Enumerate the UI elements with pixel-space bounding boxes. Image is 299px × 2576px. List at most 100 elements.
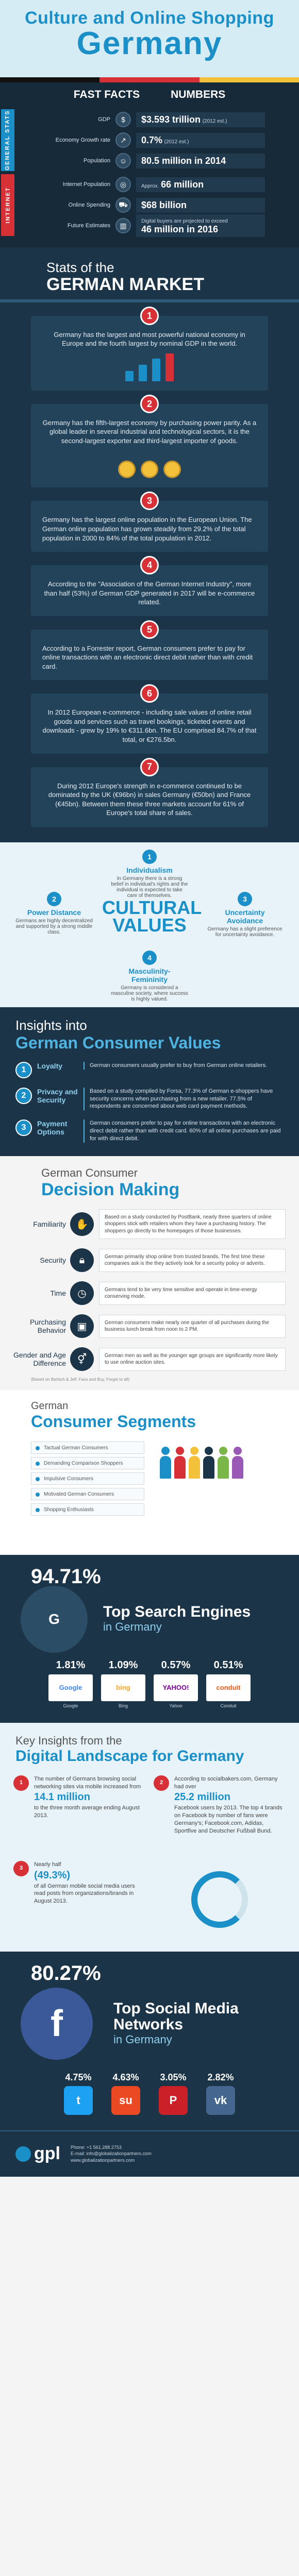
search-title-big: Top Search Engines — [103, 1603, 251, 1621]
decision-row-gender-age: Gender and Age Difference ⚥ German men a… — [13, 1347, 286, 1371]
title-line1: Culture and Online Shopping — [25, 8, 274, 28]
coins-icon — [42, 450, 257, 479]
fact-value-big: $3.593 trillion — [141, 114, 201, 125]
cultural-item-uncertainty: 3 Uncertainty Avoidance Germany has a sl… — [206, 891, 284, 938]
decision-text: Germans tend to be very time sensitive a… — [99, 1281, 286, 1305]
stumbleupon-logo-icon: su — [111, 2086, 140, 2115]
bag-icon: ▣ — [70, 1314, 94, 1338]
segments-title-big: Consumer Segments — [31, 1412, 196, 1431]
money-icon: $ — [115, 112, 131, 127]
cultural-item-number: 3 — [238, 891, 252, 906]
google-logo-icon: G — [21, 1586, 88, 1653]
decision-making-section: German Consumer Decision Making Familiar… — [0, 1156, 299, 1391]
flag-gold — [199, 77, 299, 82]
digital-insight-3: 3 Nearly half (49.3%) of all German mobi… — [13, 1860, 145, 1938]
cart-icon: ⛟ — [115, 197, 131, 213]
search-engine-yahoo: 0.57% YAHOO! Yahoo — [154, 1659, 198, 1708]
handshake-icon: ✋ — [70, 1212, 94, 1236]
gender-icon: ⚥ — [70, 1347, 94, 1371]
fact-value-big: 80.5 million in 2014 — [141, 155, 226, 166]
flag-stripe — [0, 77, 299, 82]
social-networks-section: 80.27% f Top Social Media Networks in Ge… — [0, 1951, 299, 2130]
decision-label: Security — [40, 1256, 66, 1265]
stat-number: 2 — [140, 394, 159, 413]
market-stat-3: 3 Germany has the largest online populat… — [31, 492, 268, 552]
decision-row-purchasing: Purchasing Behavior ▣ German consumers m… — [13, 1314, 286, 1338]
search-engine-name: Yahoo — [169, 1703, 182, 1708]
conduit-logo-icon: conduit — [206, 1674, 251, 1701]
infographic-page: Culture and Online Shopping Germany FAST… — [0, 0, 299, 2177]
digital-insight-text: Facebook users by 2013. The top 4 brands… — [174, 1805, 283, 1834]
insight-row-payment: 3 Payment Options German consumers prefe… — [15, 1120, 284, 1143]
insight-text: German consumers prefer to pay for onlin… — [84, 1120, 284, 1143]
fact-value-big: 0.7% — [141, 134, 163, 145]
search-engine-google: 1.81% Google Google — [48, 1659, 93, 1708]
decision-row-time: Time ◷ Germans tend to be very time sens… — [13, 1281, 286, 1306]
market-title: Stats of the GERMAN MARKET — [0, 247, 299, 294]
segment-item: Motivated German Consumers — [31, 1488, 144, 1501]
segments-title-small: German — [31, 1400, 69, 1412]
cultural-item-number: 4 — [142, 950, 157, 965]
fact-row-internet-population: Internet Population ◎ Approx. 66 million — [18, 174, 299, 195]
market-stat-2: 2 Germany has the fifth-largest economy … — [31, 394, 268, 488]
stat-number: 6 — [140, 684, 159, 703]
company-logo[interactable]: gpl — [15, 2144, 60, 2164]
digital-insight-value: 14.1 million — [34, 1791, 90, 1803]
stat-text: According to a Forrester report, German … — [42, 644, 253, 670]
fact-value: Digital buyers are projected to exceed 4… — [136, 214, 265, 237]
digital-insight-2: 2 According to socialbakers.com, Germany… — [154, 1775, 286, 1853]
stat-text: Germany has the fifth-largest economy by… — [42, 418, 257, 445]
fact-value-small: Approx. — [141, 183, 159, 189]
cultural-item-number: 2 — [47, 891, 61, 906]
contact-website[interactable]: www.globalizationpartners.com — [70, 2158, 135, 2163]
market-stat-7: 7 During 2012 Europe's strength in e-com… — [31, 757, 268, 827]
social-network-share: 4.75% — [65, 2072, 92, 2082]
market-section: Stats of the GERMAN MARKET 1 Germany has… — [0, 247, 299, 842]
social-title-small: in Germany — [113, 2032, 172, 2046]
stat-text: Germany has the largest and most powerfu… — [54, 330, 245, 348]
market-title-big: GERMAN MARKET — [46, 275, 204, 294]
decision-text: German men as well as the younger age gr… — [99, 1347, 286, 1371]
fact-value-small: Digital buyers are projected to exceed — [141, 218, 228, 224]
stat-number: 5 — [140, 620, 159, 639]
insight-number: 1 — [15, 1061, 32, 1078]
search-engine-conduit: 0.51% conduit Conduit — [206, 1659, 251, 1708]
flag-black — [0, 77, 100, 82]
fact-value: 0.7% (2012 est.) — [136, 132, 265, 148]
cultural-item-title: Power Distance — [27, 908, 81, 917]
fact-row-growth: Economy Growth rate ↗ 0.7% (2012 est.) — [18, 130, 299, 150]
cultural-item-title: Uncertainty Avoidance — [225, 908, 265, 925]
people-icon — [160, 1447, 243, 1479]
cultural-values-section: CULTURAL VALUES 1 Individualism In Germa… — [0, 842, 299, 1007]
stat-text: According to the "Association of the Ger… — [44, 580, 255, 606]
insight-row-privacy: 2 Privacy and Security Based on a study … — [15, 1087, 284, 1111]
insight-number: 2 — [15, 1087, 32, 1104]
cultural-item-power-distance: 2 Power Distance Germans are highly dece… — [15, 891, 93, 935]
stat-number: 3 — [140, 492, 159, 511]
fact-value-big: 66 million — [161, 179, 204, 190]
segment-item: Shopping Enthusiasts — [31, 1503, 144, 1516]
contact-email[interactable]: E-mail: info@globalizationpartners.com — [70, 2151, 152, 2157]
social-network-pinterest: 3.05% P — [155, 2072, 191, 2115]
social-network-stumbleupon: 4.63% su — [108, 2072, 144, 2115]
cultural-item-title: Individualism — [126, 866, 173, 874]
market-title-small: Stats of the — [46, 260, 114, 275]
cultural-values-title: CULTURAL VALUES — [102, 896, 202, 936]
fact-value-big: $68 billion — [141, 199, 187, 210]
twitter-logo-icon: t — [64, 2086, 93, 2115]
google-share: 94.71% — [31, 1565, 101, 1588]
digital-insights-grid: 1 The number of Germans browsing social … — [13, 1775, 286, 1938]
donut-chart-icon — [154, 1861, 286, 1938]
fact-value: $3.593 trillion (2012 est.) — [136, 112, 265, 127]
fact-value-small: (2012 est.) — [164, 139, 189, 145]
social-network-vkontakte: 2.82% vk — [203, 2072, 239, 2115]
bing-logo-icon: bing — [101, 1674, 145, 1701]
cultural-item-title: Masculinity-Femininity — [128, 967, 171, 984]
fact-value-small: (2012 est.) — [202, 118, 227, 124]
digital-insight-text: of all German mobile social media users … — [34, 1883, 135, 1905]
fact-row-gdp: GDP $ $3.593 trillion (2012 est.) — [18, 109, 299, 130]
fact-label: Population — [84, 158, 110, 164]
stat-text: In 2012 European e-commerce - including … — [42, 708, 257, 743]
search-title: Top Search Engines in Germany — [0, 1604, 299, 1634]
cultural-item-individualism: 1 Individualism In Germany there is a st… — [111, 849, 188, 899]
